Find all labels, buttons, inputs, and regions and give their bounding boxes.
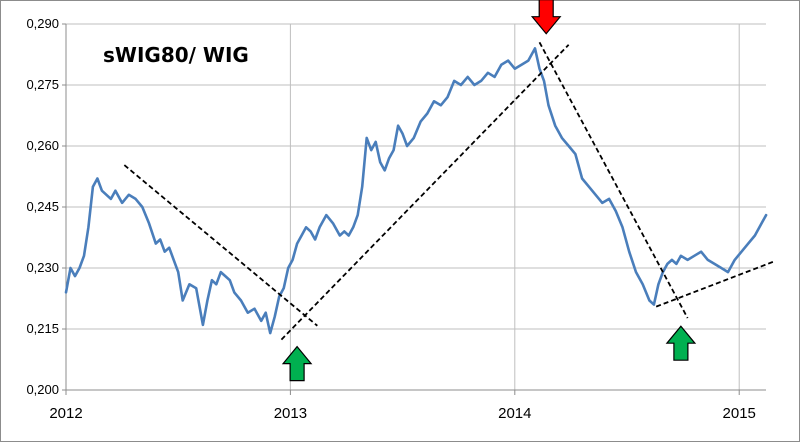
trendline-layer: [123, 41, 774, 341]
axes: [62, 23, 766, 395]
x-tick-label: 2013: [274, 405, 307, 422]
trendline: [655, 261, 774, 308]
y-tick-label: 0,260: [26, 138, 59, 153]
trendline: [538, 41, 689, 319]
x-tick-label: 2014: [498, 405, 531, 422]
trendline: [280, 44, 570, 341]
y-tick-label: 0,275: [26, 77, 59, 92]
series-layer: [64, 47, 768, 335]
x-tick-label: 2015: [723, 405, 756, 422]
green-up-arrow-icon: [665, 325, 697, 361]
chart-title: sWIG80/ WIG: [103, 43, 249, 67]
gridlines: [66, 23, 766, 390]
x-tick-labels: 2012 2013 2014 2015: [49, 405, 756, 422]
red-down-arrow-icon: [530, 0, 562, 35]
trendline: [123, 164, 318, 327]
annotation-layer: [281, 0, 697, 382]
y-tick-label: 0,290: [26, 16, 59, 31]
y-tick-label: 0,200: [26, 382, 59, 397]
green-up-arrow-icon: [281, 345, 313, 382]
series-line: [64, 47, 768, 335]
y-tick-labels: 0,200 0,215 0,230 0,245 0,260 0,275 0,290: [26, 16, 59, 397]
y-tick-label: 0,215: [26, 321, 59, 336]
y-tick-label: 0,245: [26, 199, 59, 214]
y-tick-label: 0,230: [26, 260, 59, 275]
x-tick-label: 2012: [49, 405, 82, 422]
